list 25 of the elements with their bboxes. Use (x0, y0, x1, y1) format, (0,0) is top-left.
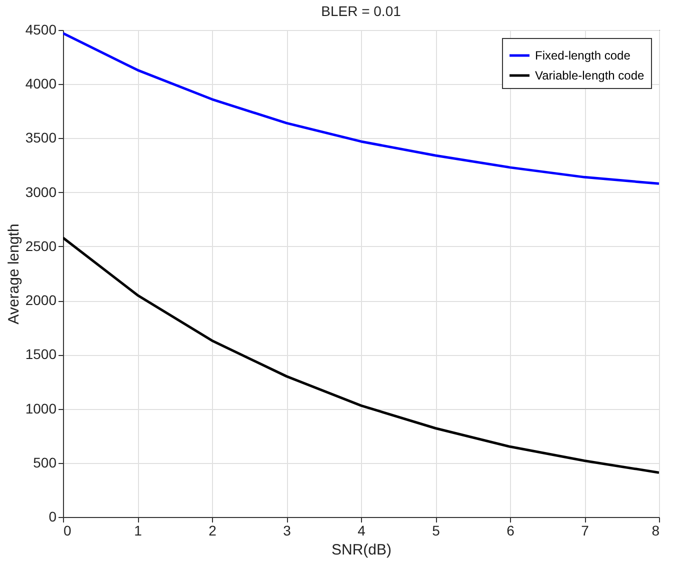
y-tick-label: 2000 (25, 292, 57, 308)
x-axis-title: SNR(dB) (331, 542, 392, 558)
y-tick-label: 4500 (25, 22, 57, 38)
x-tick-label: 6 (506, 522, 515, 538)
y-tick-label: 0 (48, 508, 57, 524)
y-tick-label: 2500 (25, 238, 57, 254)
y-tick-label: 3000 (25, 184, 57, 200)
x-tick-label: 4 (358, 522, 366, 538)
x-tick-label: 0 (64, 522, 72, 538)
x-tick-label: 3 (283, 522, 292, 538)
x-tick-label: 2 (208, 522, 217, 538)
y-tick-label: 4000 (25, 76, 57, 92)
y-tick-label: 1000 (25, 400, 57, 416)
x-tick-label: 7 (581, 522, 590, 538)
y-axis-title: Average length (5, 224, 22, 324)
line-series (63, 236, 659, 474)
y-tick-label: 3500 (25, 130, 57, 146)
chart-title: BLER = 0.01 (321, 3, 402, 19)
x-tick-label: 1 (134, 522, 142, 538)
y-tick-label: 1500 (25, 346, 57, 362)
legend-label: Variable-length code (535, 68, 645, 82)
y-tick-label: 500 (33, 454, 57, 470)
x-tick-label: 8 (652, 522, 660, 538)
x-tick-label: 5 (432, 522, 440, 538)
legend-label: Fixed-length code (535, 48, 631, 62)
